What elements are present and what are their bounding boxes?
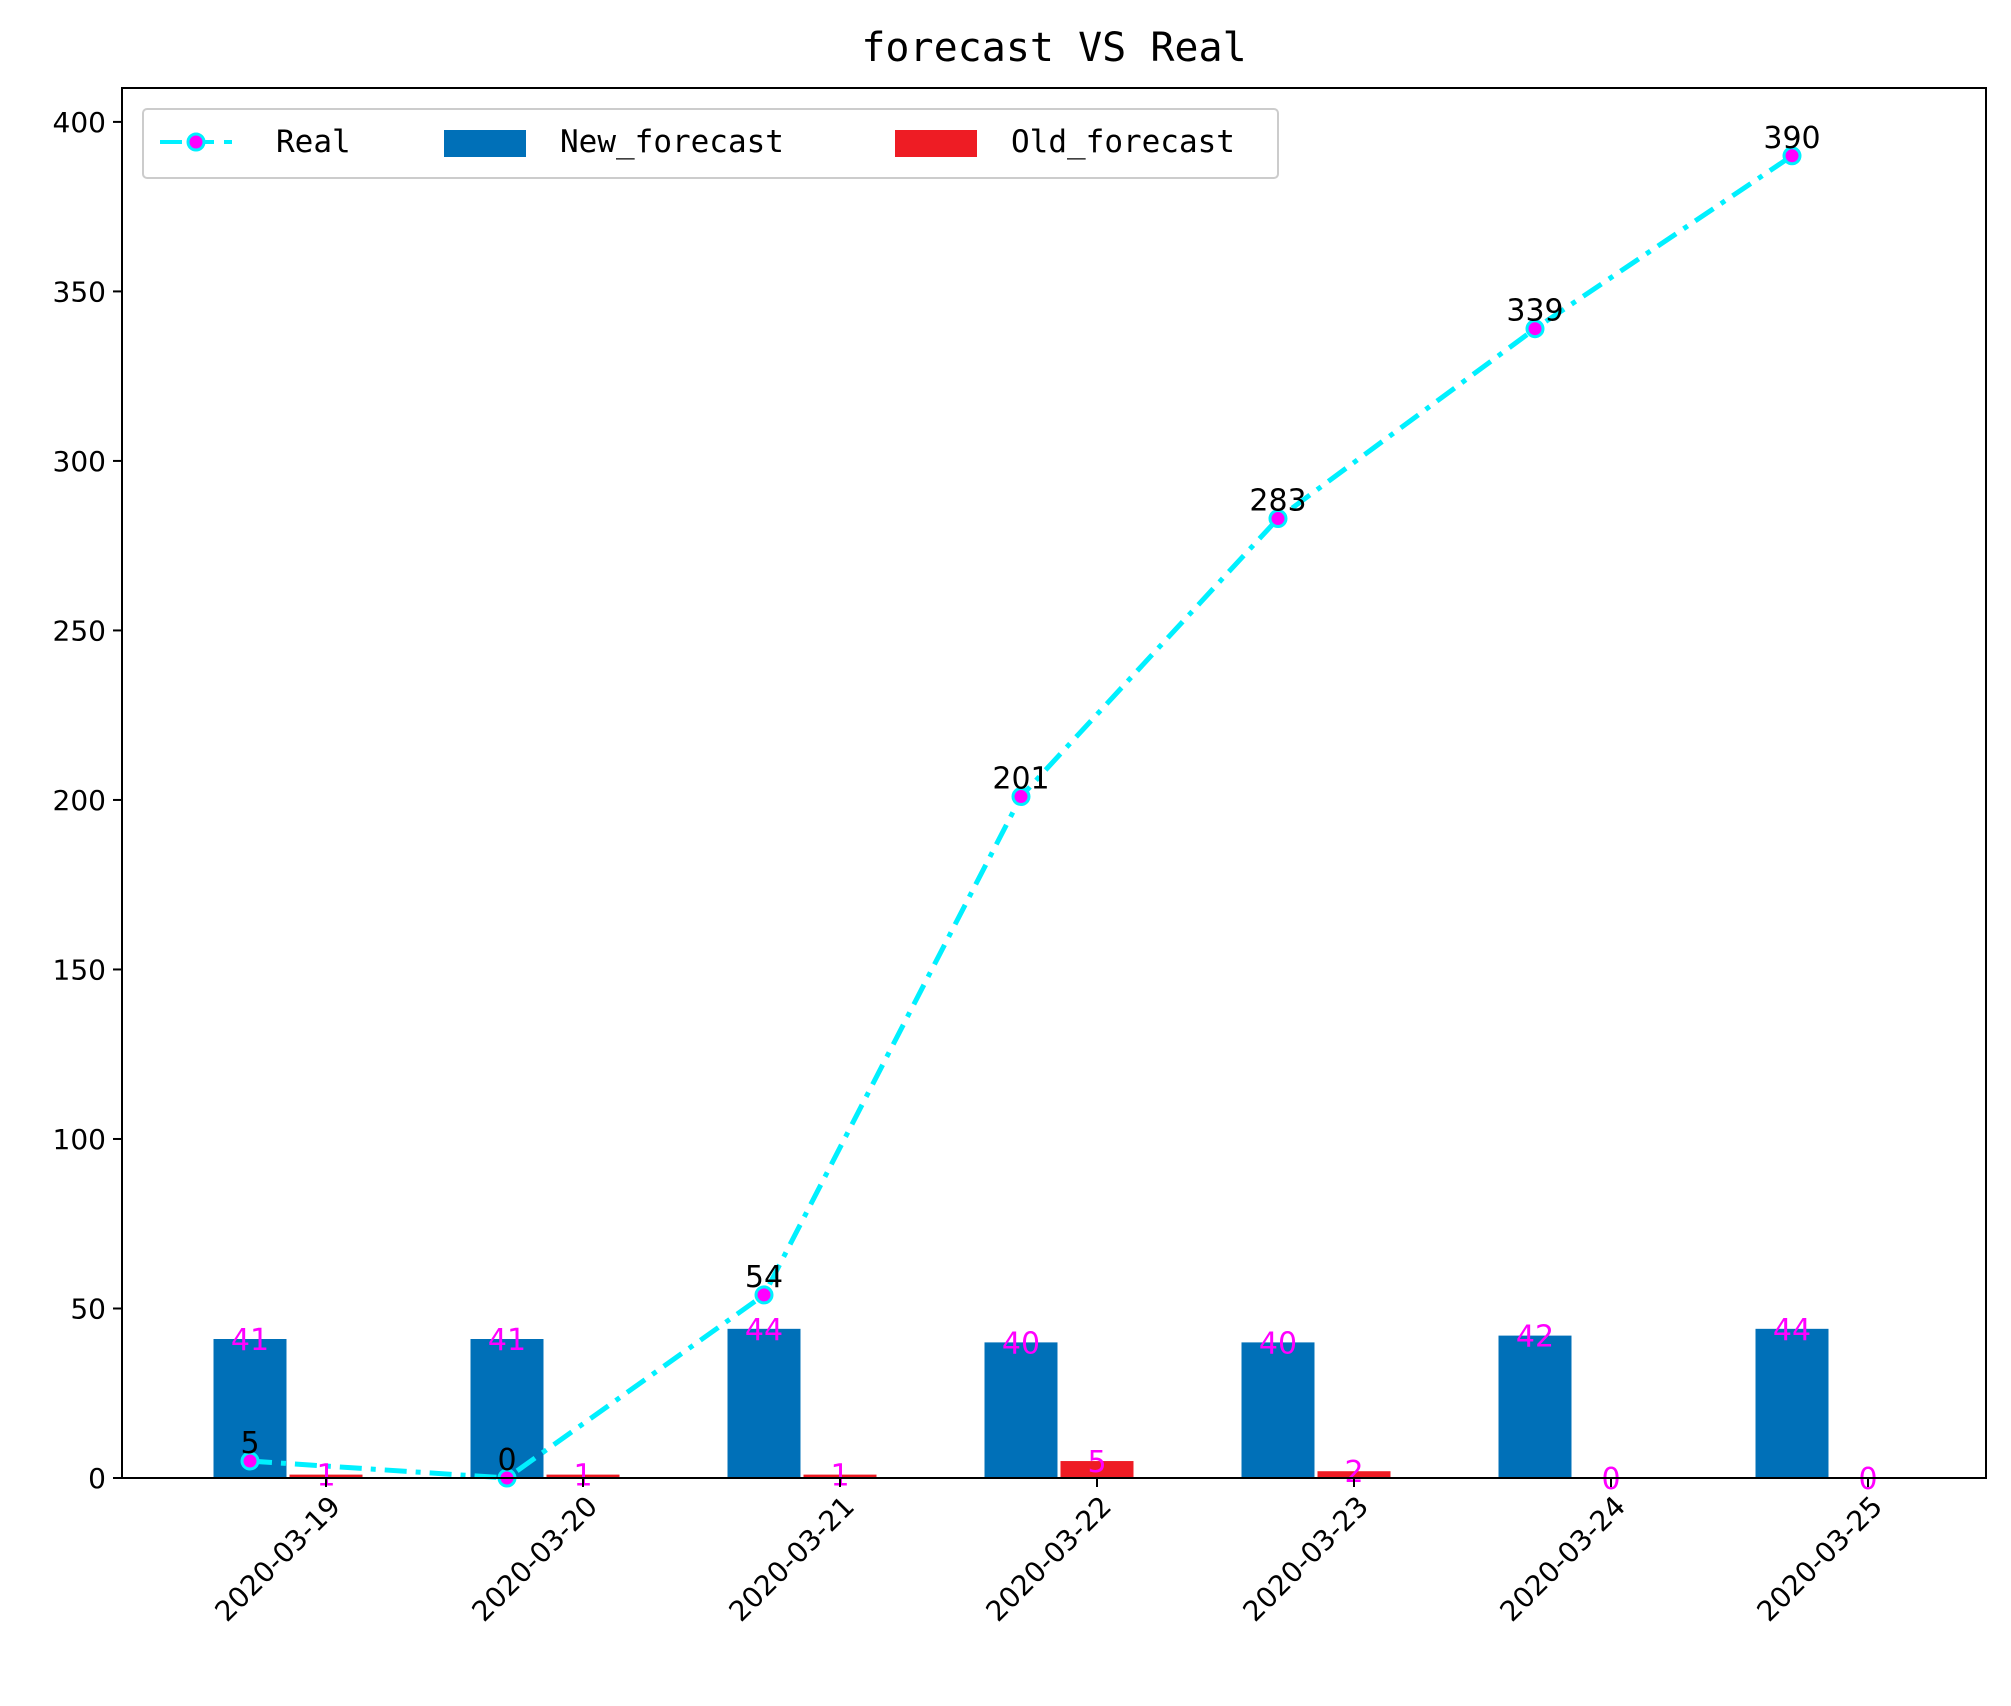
new-forecast-value-label: 40 xyxy=(1259,1326,1297,1361)
bars-layer xyxy=(213,1328,1829,1478)
new-forecast-bar-2020-03-21 xyxy=(727,1328,801,1478)
legend-real-marker-icon xyxy=(186,132,206,152)
new-forecast-value-label: 44 xyxy=(745,1313,783,1348)
real-value-label: 390 xyxy=(1763,121,1820,156)
legend-label-new-forecast: New_forecast xyxy=(560,124,784,160)
real-value-label: 5 xyxy=(240,1426,259,1461)
old-forecast-value-label: 2 xyxy=(1344,1455,1363,1490)
real-point-2020-03-21 xyxy=(754,1285,774,1305)
old-forecast-value-label: 5 xyxy=(1087,1445,1106,1480)
chart-title: forecast VS Real xyxy=(861,25,1246,71)
y-tick-label: 50 xyxy=(70,1292,106,1325)
old-forecast-value-label: 1 xyxy=(830,1459,849,1494)
new-forecast-bar-2020-03-20 xyxy=(470,1339,544,1478)
legend: Real New_forecast Old_forecast xyxy=(142,108,1279,179)
y-tick-label: 200 xyxy=(53,784,106,817)
real-point-2020-03-24 xyxy=(1525,319,1545,339)
new-forecast-bar-2020-03-23 xyxy=(1241,1342,1315,1478)
old-forecast-bar-2020-03-19 xyxy=(289,1474,363,1478)
new-forecast-value-label: 41 xyxy=(488,1323,526,1358)
new-forecast-bar-2020-03-25 xyxy=(1755,1328,1829,1478)
old-forecast-bar-2020-03-23 xyxy=(1317,1471,1391,1478)
real-point-2020-03-22 xyxy=(1011,787,1031,807)
real-point-2020-03-25 xyxy=(1782,146,1802,166)
legend-new-forecast-swatch xyxy=(444,130,526,157)
y-tick-label: 300 xyxy=(53,445,106,478)
new-forecast-bar-2020-03-22 xyxy=(984,1342,1058,1478)
real-value-label: 339 xyxy=(1506,294,1563,329)
y-tick-label: 250 xyxy=(53,614,106,647)
y-axis: 0 50 100 150 200 250 300 350 400 xyxy=(53,106,122,1495)
real-point-2020-03-19 xyxy=(240,1451,260,1471)
old-forecast-bar-2020-03-22 xyxy=(1060,1461,1134,1478)
real-value-label: 54 xyxy=(745,1260,783,1295)
y-tick-label: 100 xyxy=(53,1123,106,1156)
y-tick-label: 400 xyxy=(53,106,106,139)
new-forecast-value-label: 42 xyxy=(1516,1320,1554,1355)
old-forecast-bar-2020-03-21 xyxy=(803,1474,877,1478)
old-forecast-value-label: 1 xyxy=(316,1459,335,1494)
new-forecast-bar-2020-03-24 xyxy=(1498,1335,1572,1478)
legend-label-real: Real xyxy=(276,124,351,160)
plot-frame xyxy=(121,87,1987,1479)
real-value-label: 0 xyxy=(497,1443,516,1478)
new-forecast-value-label: 40 xyxy=(1002,1326,1040,1361)
real-value-label: 283 xyxy=(1249,484,1306,519)
legend-box xyxy=(142,108,1279,179)
real-point-2020-03-23 xyxy=(1268,509,1288,529)
old-forecast-bar-2020-03-20 xyxy=(546,1474,620,1478)
real-value-label: 201 xyxy=(992,762,1049,797)
old-forecast-value-label: 1 xyxy=(573,1459,592,1494)
y-tick-label: 350 xyxy=(53,275,106,308)
new-forecast-value-label: 41 xyxy=(231,1323,269,1358)
new-forecast-value-label: 44 xyxy=(1773,1313,1811,1348)
y-tick-label: 0 xyxy=(88,1462,106,1495)
legend-old-forecast-swatch xyxy=(895,130,977,157)
y-tick-label: 150 xyxy=(53,953,106,986)
legend-label-old-forecast: Old_forecast xyxy=(1011,124,1235,160)
